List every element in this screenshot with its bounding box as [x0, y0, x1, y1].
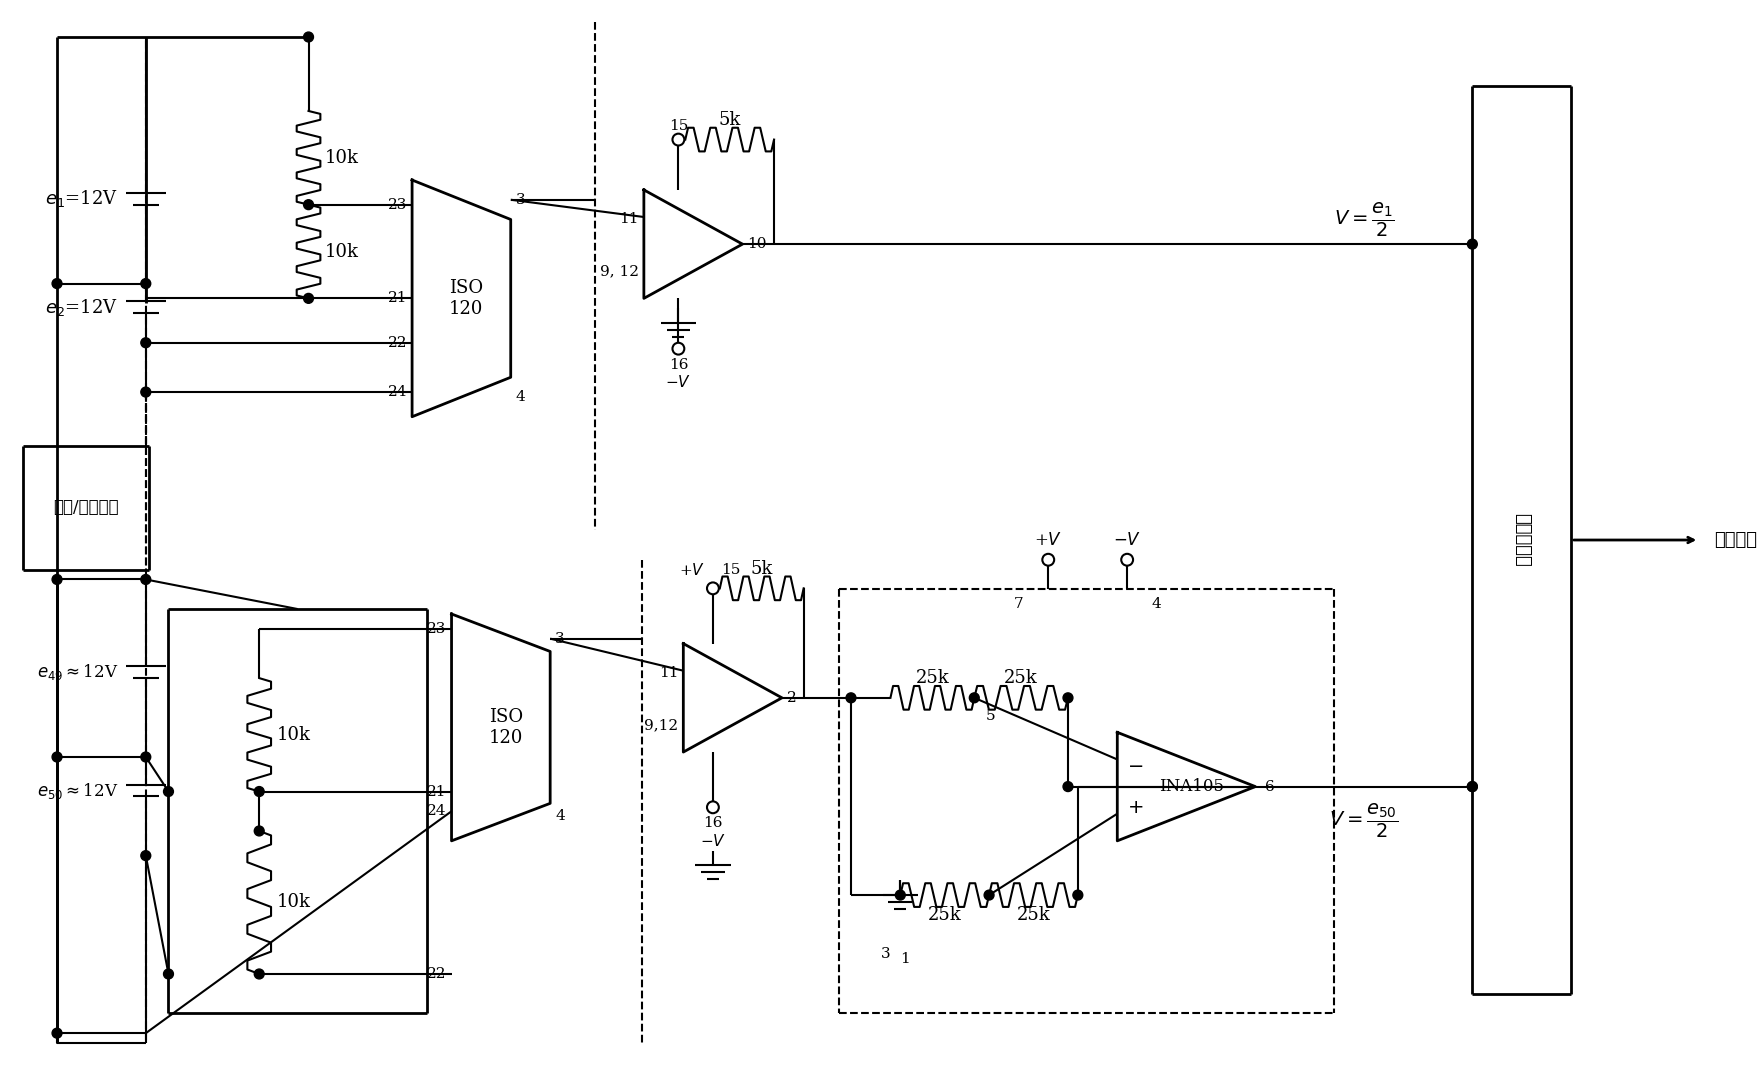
- Circle shape: [164, 969, 173, 979]
- Circle shape: [53, 279, 62, 289]
- Circle shape: [1072, 890, 1083, 900]
- Text: 多路选择器: 多路选择器: [1513, 513, 1530, 567]
- Text: 5k: 5k: [718, 110, 741, 129]
- Circle shape: [303, 32, 313, 42]
- Text: 10k: 10k: [276, 726, 312, 743]
- Text: 22: 22: [428, 967, 447, 981]
- Circle shape: [254, 787, 264, 796]
- Circle shape: [969, 692, 979, 702]
- Text: 21: 21: [387, 291, 407, 305]
- Circle shape: [141, 575, 151, 584]
- Text: $e_2$=12V: $e_2$=12V: [46, 296, 118, 318]
- Text: 24: 24: [387, 385, 407, 399]
- Text: $e_{50}$$\approx$12V: $e_{50}$$\approx$12V: [37, 780, 118, 801]
- Text: $V=\dfrac{e_{50}}{2}$: $V=\dfrac{e_{50}}{2}$: [1330, 802, 1398, 841]
- Text: $e_1$=12V: $e_1$=12V: [46, 188, 118, 209]
- Text: 16: 16: [669, 358, 689, 372]
- Text: 10k: 10k: [276, 894, 312, 911]
- Text: 22: 22: [387, 335, 407, 349]
- Circle shape: [1467, 781, 1477, 792]
- Text: INA105: INA105: [1159, 778, 1224, 795]
- Text: 25k: 25k: [1016, 906, 1050, 924]
- Text: $V=\dfrac{e_1}{2}$: $V=\dfrac{e_1}{2}$: [1333, 200, 1395, 239]
- Circle shape: [1064, 781, 1072, 792]
- Text: 1: 1: [900, 952, 910, 966]
- Text: 4: 4: [516, 390, 525, 404]
- Text: 21: 21: [428, 784, 447, 799]
- Text: 5: 5: [986, 709, 995, 723]
- Circle shape: [141, 850, 151, 860]
- Circle shape: [845, 692, 856, 702]
- Text: ISO
120: ISO 120: [449, 279, 484, 318]
- Circle shape: [303, 293, 313, 303]
- Circle shape: [1467, 239, 1477, 249]
- Circle shape: [141, 279, 151, 289]
- Circle shape: [53, 1028, 62, 1038]
- Text: 10k: 10k: [324, 149, 357, 167]
- Circle shape: [895, 890, 905, 900]
- Circle shape: [984, 890, 993, 900]
- Circle shape: [254, 969, 264, 979]
- Text: 5k: 5k: [750, 559, 773, 578]
- Text: $-V$: $-V$: [699, 833, 726, 849]
- Circle shape: [1467, 781, 1477, 792]
- Text: $-V$: $-V$: [1113, 531, 1141, 549]
- Text: 11: 11: [620, 212, 639, 226]
- Text: +$V$: +$V$: [1034, 531, 1062, 549]
- Text: 25k: 25k: [928, 906, 962, 924]
- Circle shape: [53, 575, 62, 584]
- Text: $e_{49}$$\approx$12V: $e_{49}$$\approx$12V: [37, 662, 118, 682]
- Text: 25k: 25k: [916, 669, 949, 687]
- Text: 充电/放电控制: 充电/放电控制: [53, 500, 118, 516]
- Text: 15: 15: [720, 563, 740, 577]
- Text: $-V$: $-V$: [666, 374, 692, 391]
- Text: 10k: 10k: [324, 242, 357, 261]
- Text: 23: 23: [428, 622, 447, 636]
- Text: 24: 24: [428, 804, 447, 818]
- Circle shape: [141, 387, 151, 397]
- Text: ISO
120: ISO 120: [488, 708, 523, 747]
- Text: 控制选择: 控制选择: [1713, 531, 1757, 549]
- Text: 9, 12: 9, 12: [601, 264, 639, 278]
- Text: 4: 4: [555, 809, 565, 823]
- Text: 23: 23: [387, 198, 407, 212]
- Text: 10: 10: [747, 237, 768, 251]
- Text: 15: 15: [669, 119, 689, 133]
- Text: $+$: $+$: [1127, 800, 1143, 817]
- Text: 3: 3: [880, 947, 891, 961]
- Text: 7: 7: [1014, 597, 1023, 611]
- Circle shape: [141, 752, 151, 762]
- Text: +$V$: +$V$: [680, 562, 704, 578]
- Text: 3: 3: [555, 632, 565, 646]
- Text: 2: 2: [787, 690, 796, 704]
- Circle shape: [303, 200, 313, 210]
- Text: 16: 16: [703, 816, 722, 830]
- Circle shape: [254, 826, 264, 836]
- Circle shape: [1064, 692, 1072, 702]
- Text: 9,12: 9,12: [645, 718, 678, 731]
- Text: $-$: $-$: [1127, 756, 1143, 774]
- Text: 3: 3: [516, 193, 525, 207]
- Text: 11: 11: [659, 665, 678, 679]
- Circle shape: [141, 338, 151, 347]
- Circle shape: [164, 787, 173, 796]
- Circle shape: [53, 752, 62, 762]
- Text: 25k: 25k: [1004, 669, 1037, 687]
- Text: 4: 4: [1152, 597, 1162, 611]
- Text: 6: 6: [1264, 780, 1275, 793]
